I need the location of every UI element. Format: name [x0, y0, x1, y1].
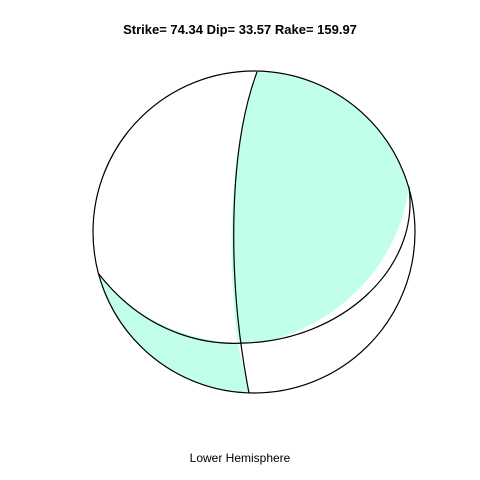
nodal-plane-1	[233, 71, 258, 394]
beachball-outline	[92, 70, 416, 394]
compressional-quadrant-right	[231, 72, 409, 345]
hemisphere-label: Lower Hemisphere	[189, 451, 291, 465]
plot-title: Strike= 74.34 Dip= 33.57 Rake= 159.97	[123, 22, 357, 37]
compressional-quadrant-lower-left	[98, 273, 249, 393]
nodal-plane-2	[97, 186, 411, 344]
